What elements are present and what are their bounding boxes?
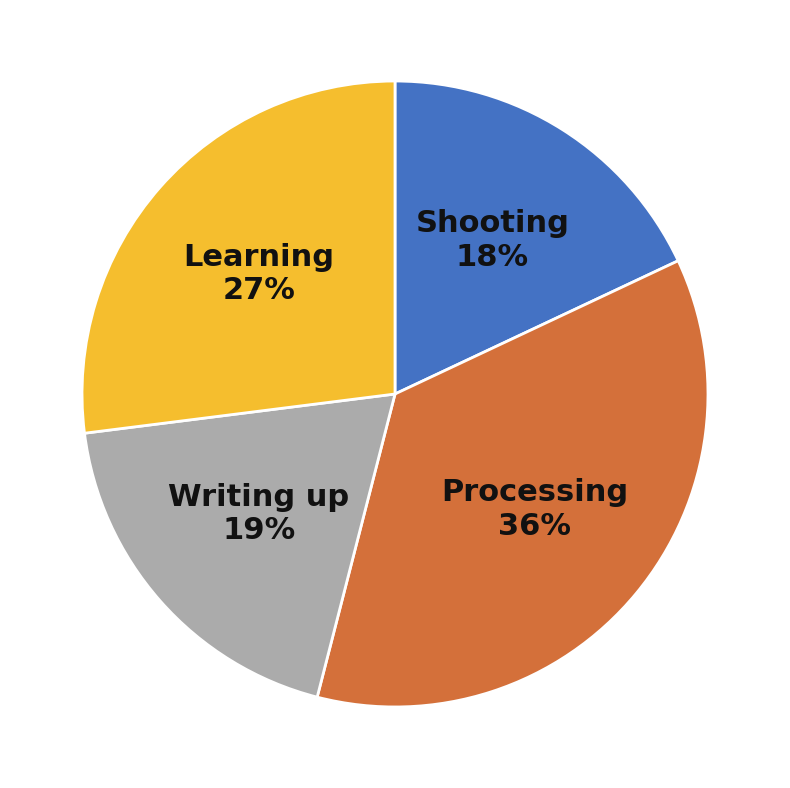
Text: Shooting
18%: Shooting 18% [416,210,570,272]
Text: 36%: 36% [0,787,1,788]
Wedge shape [395,81,678,394]
Text: 18%: 18% [0,787,1,788]
Wedge shape [82,81,395,433]
Wedge shape [317,261,708,707]
Text: 27%: 27% [0,787,1,788]
Text: Processing
36%: Processing 36% [442,478,628,541]
Text: 19%: 19% [0,787,1,788]
Text: Learning
27%: Learning 27% [183,243,334,305]
Text: Writing up
19%: Writing up 19% [168,483,349,545]
Wedge shape [85,394,395,697]
